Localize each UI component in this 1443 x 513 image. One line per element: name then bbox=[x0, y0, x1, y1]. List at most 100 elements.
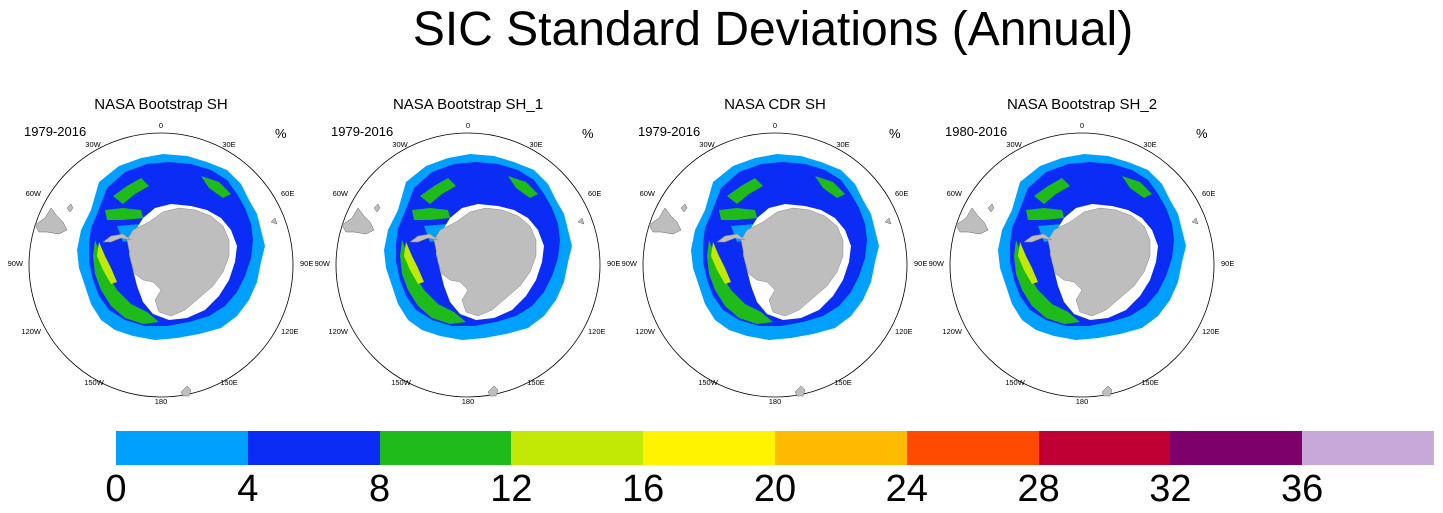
lon-label-150w: 150W bbox=[84, 378, 105, 387]
sic-band-8-12 bbox=[93, 240, 159, 324]
sic-band-8-12 bbox=[707, 240, 773, 324]
lon-label-60e: 60E bbox=[281, 189, 294, 198]
colorbar-segment bbox=[906, 431, 1039, 465]
lon-label-120w: 120W bbox=[21, 327, 42, 336]
map-panel-3: NASA CDR SH 1979-2016 % bbox=[622, 90, 951, 410]
lon-label-150e: 150E bbox=[527, 378, 545, 387]
lon-label-30w: 30W bbox=[85, 140, 101, 149]
antarctic-peninsula bbox=[409, 233, 439, 243]
lon-label-120w: 120W bbox=[942, 327, 963, 336]
colorbar-tick-label: 0 bbox=[105, 468, 127, 510]
colorbar-tick-label: 24 bbox=[885, 468, 928, 510]
lon-label-90e: 90E bbox=[914, 259, 927, 268]
colorbar-tick-label: 8 bbox=[369, 468, 391, 510]
map-panel-4: NASA Bootstrap SH_2 1980-2016 % bbox=[929, 90, 1258, 410]
antarctica-landmass bbox=[433, 207, 537, 317]
antarctic-peninsula bbox=[102, 233, 132, 243]
new-zealand-fragment bbox=[794, 385, 806, 397]
colorbar-tick-label: 12 bbox=[490, 468, 533, 510]
new-zealand-fragment bbox=[487, 385, 499, 397]
polar-map: 0 30E 60E 90E 120E 150E 180 150W 120W 90… bbox=[315, 121, 621, 406]
lon-label-120e: 120E bbox=[1202, 327, 1220, 336]
map-panel-1: NASA Bootstrap SH 1979-2016 % bbox=[8, 90, 337, 410]
polar-map: 0 30E 60E 90E 120E 150E 180 150W 120W 90… bbox=[929, 121, 1235, 406]
colorbar-segment bbox=[643, 431, 775, 465]
lon-label-90w: 90W bbox=[8, 259, 24, 268]
lon-label-150e: 150E bbox=[220, 378, 238, 387]
sic-band-8-12 bbox=[1034, 178, 1070, 204]
sic-band-12-16 bbox=[711, 242, 731, 284]
colorbar-tick-label: 36 bbox=[1281, 468, 1324, 510]
lon-label-120w: 120W bbox=[635, 327, 656, 336]
colorbar-tick-label: 32 bbox=[1149, 468, 1192, 510]
lon-label-180: 180 bbox=[1076, 397, 1089, 406]
lon-label-30e: 30E bbox=[1143, 140, 1156, 149]
sic-band-8-12 bbox=[201, 176, 231, 198]
panel-title: NASA Bootstrap SH_2 bbox=[1006, 96, 1158, 113]
falkland-islands bbox=[987, 203, 995, 213]
lon-label-90e: 90E bbox=[607, 259, 620, 268]
sic-band-8-12 bbox=[113, 178, 149, 204]
colorbar-tick-label: 28 bbox=[1017, 468, 1060, 510]
lon-label-120e: 120E bbox=[895, 327, 913, 336]
new-zealand-fragment bbox=[1101, 385, 1113, 397]
panel-units: % bbox=[582, 126, 594, 141]
colorbar-tick-label: 4 bbox=[237, 468, 259, 510]
lon-label-30e: 30E bbox=[529, 140, 542, 149]
colorbar-segment bbox=[1038, 431, 1171, 465]
lon-label-30w: 30W bbox=[392, 140, 408, 149]
lon-label-90w: 90W bbox=[622, 259, 638, 268]
colorbar-tick-label: 20 bbox=[753, 468, 797, 510]
falkland-islands bbox=[66, 203, 74, 213]
kerguelen-island bbox=[1191, 217, 1199, 225]
sic-band-8-12 bbox=[1026, 208, 1064, 220]
colorbar-segment bbox=[116, 431, 248, 465]
lon-label-180: 180 bbox=[769, 397, 782, 406]
lon-label-180: 180 bbox=[155, 397, 168, 406]
kerguelen-island bbox=[577, 217, 585, 225]
sic-band-8-12 bbox=[420, 178, 456, 204]
lon-label-150e: 150E bbox=[834, 378, 852, 387]
colorbar-segment bbox=[1170, 431, 1303, 465]
sic-band-8-12 bbox=[1014, 240, 1080, 324]
colorbar-segment bbox=[774, 431, 907, 465]
sic-band-8-12 bbox=[400, 240, 466, 324]
panel-title: NASA Bootstrap SH bbox=[94, 96, 228, 113]
falkland-islands bbox=[373, 203, 381, 213]
lon-label-180: 180 bbox=[462, 397, 475, 406]
antarctic-peninsula bbox=[716, 233, 746, 243]
colorbar bbox=[116, 431, 1434, 465]
colorbar-tick-label: 16 bbox=[622, 468, 665, 510]
polar-map: 0 30E 60E 90E 120E 150E 180 150W 120W 90… bbox=[622, 121, 928, 406]
lon-label-60w: 60W bbox=[26, 189, 42, 198]
lon-label-90e: 90E bbox=[300, 259, 313, 268]
lon-label-30e: 30E bbox=[836, 140, 849, 149]
antarctic-peninsula bbox=[1023, 233, 1053, 243]
antarctica-landmass bbox=[1047, 207, 1151, 317]
lon-label-120w: 120W bbox=[328, 327, 349, 336]
panel-period: 1980-2016 bbox=[945, 124, 1008, 139]
sic-band-8-12 bbox=[508, 176, 538, 198]
lon-label-60w: 60W bbox=[333, 189, 349, 198]
lon-label-0: 0 bbox=[773, 121, 777, 130]
south-america-tip bbox=[34, 207, 68, 235]
lon-label-120e: 120E bbox=[281, 327, 299, 336]
lon-label-30w: 30W bbox=[1006, 140, 1022, 149]
south-america-tip bbox=[341, 207, 375, 235]
lon-label-0: 0 bbox=[159, 121, 163, 130]
panel-period: 1979-2016 bbox=[331, 124, 394, 139]
map-panel-2: NASA Bootstrap SH_1 1979-2016 % bbox=[315, 90, 644, 410]
lon-label-90w: 90W bbox=[929, 259, 945, 268]
panel-units: % bbox=[1196, 126, 1208, 141]
panel-units: % bbox=[889, 126, 901, 141]
colorbar-segment bbox=[1302, 431, 1434, 465]
new-zealand-fragment bbox=[180, 385, 192, 397]
lon-label-30w: 30W bbox=[699, 140, 715, 149]
colorbar-segment bbox=[511, 431, 644, 465]
lon-label-150w: 150W bbox=[391, 378, 412, 387]
sic-band-8-12 bbox=[727, 178, 763, 204]
colorbar-segment bbox=[379, 431, 512, 465]
lon-label-0: 0 bbox=[466, 121, 470, 130]
antarctica-landmass bbox=[126, 207, 230, 317]
sic-band-8-12 bbox=[1122, 176, 1152, 198]
